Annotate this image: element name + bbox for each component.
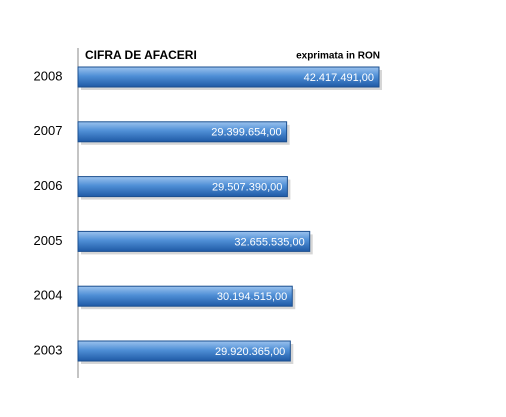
y-tick-label: 2004 [34, 288, 63, 303]
bar [77, 340, 291, 362]
value-label: 29.920.365,00 [215, 346, 285, 358]
value-label: 30.194.515,00 [217, 291, 287, 303]
bar [77, 285, 293, 307]
chart-title: CIFRA DE AFACERI [85, 48, 197, 62]
y-tick-label: 2006 [34, 178, 63, 193]
bar [77, 230, 311, 252]
value-label: 42.417.491,00 [304, 72, 374, 84]
bar [77, 66, 380, 88]
y-tick-label: 2008 [34, 68, 63, 83]
value-label: 29.399.654,00 [211, 127, 281, 139]
chart-subtitle: exprimata in RON [296, 51, 380, 62]
y-tick-label: 2007 [34, 123, 63, 138]
value-label: 29.507.390,00 [212, 182, 282, 194]
bar [77, 121, 288, 143]
value-label: 32.655.535,00 [234, 236, 304, 248]
y-tick-label: 2003 [34, 342, 63, 357]
bar [77, 176, 288, 198]
y-tick-label: 2005 [34, 233, 63, 248]
